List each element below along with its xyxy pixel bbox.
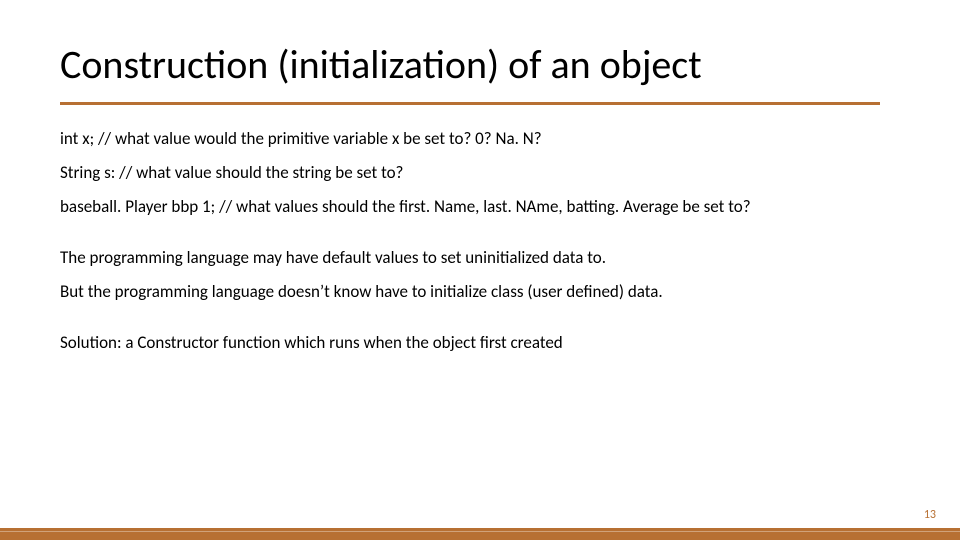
body-line-3: baseball. Player bbp 1; // what values s…	[60, 196, 920, 219]
body-line-6: Solution: a Constructor function which r…	[60, 332, 920, 355]
slide-title: Construction (initialization) of an obje…	[60, 40, 702, 89]
body-line-4: The programming language may have defaul…	[60, 247, 920, 270]
footer-accent-bar	[0, 528, 960, 540]
body-line-2: String s: // what value should the strin…	[60, 162, 920, 185]
slide-body: int x; // what value would the primitive…	[60, 128, 920, 366]
page-number: 13	[924, 508, 936, 522]
footer-inner-line	[0, 531, 960, 532]
body-line-1: int x; // what value would the primitive…	[60, 128, 920, 151]
slide: Construction (initialization) of an obje…	[0, 0, 960, 540]
title-underline	[60, 102, 880, 105]
body-line-5: But the programming language doesn’t kno…	[60, 281, 920, 304]
